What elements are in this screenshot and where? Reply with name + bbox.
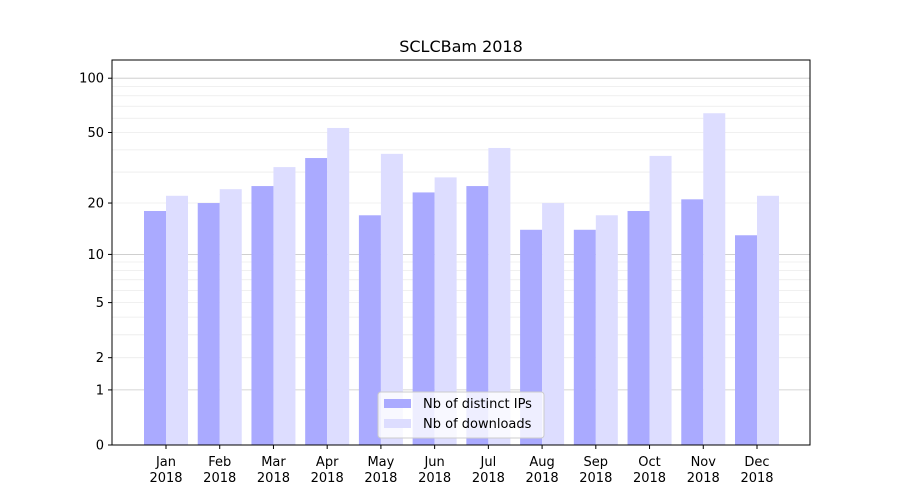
x-tick-label: Jan 2018 xyxy=(149,455,182,486)
x-tick-label: Jul 2018 xyxy=(472,455,505,486)
x-tick-label: Apr 2018 xyxy=(311,455,344,486)
x-tick-label: May 2018 xyxy=(364,455,397,486)
bar-distinct-ips xyxy=(358,215,381,445)
x-tick-label: Dec 2018 xyxy=(740,455,773,486)
plot-frame xyxy=(111,59,811,446)
bar-distinct-ips xyxy=(251,186,274,445)
legend-swatch xyxy=(384,419,411,428)
y-tick-label: 100 xyxy=(79,72,104,87)
bar-downloads xyxy=(703,113,726,446)
bar-downloads xyxy=(380,153,403,445)
bar-downloads xyxy=(488,147,511,445)
x-tick-label: Jun 2018 xyxy=(418,455,451,486)
y-tick-label: 10 xyxy=(87,248,104,263)
bar-downloads xyxy=(166,195,188,445)
bar-distinct-ips xyxy=(305,158,328,445)
bar-distinct-ips xyxy=(681,199,704,445)
y-tick-label: 50 xyxy=(87,126,104,141)
bar-downloads xyxy=(327,127,350,446)
x-tick-label: Nov 2018 xyxy=(687,455,720,486)
bar-downloads xyxy=(649,155,672,445)
bar-distinct-ips xyxy=(144,210,166,445)
chart-title: SCLCBam 2018 xyxy=(399,37,523,56)
bar-downloads xyxy=(595,215,618,445)
bar-distinct-ips xyxy=(573,229,596,445)
legend: Nb of distinct IPs Nb of downloads xyxy=(377,391,545,439)
x-tick-label: Oct 2018 xyxy=(633,455,666,486)
bar-downloads xyxy=(542,203,565,445)
bar-distinct-ips xyxy=(735,235,757,445)
bar-distinct-ips xyxy=(520,229,543,445)
y-tick-label: 1 xyxy=(96,383,104,398)
bar-downloads xyxy=(273,167,296,446)
legend-label: Nb of distinct IPs xyxy=(423,397,532,412)
bar-distinct-ips xyxy=(412,192,435,445)
bar-downloads xyxy=(434,177,457,445)
bar-distinct-ips xyxy=(197,203,220,445)
y-tick-label: 0 xyxy=(96,439,104,454)
bar-distinct-ips xyxy=(466,186,489,445)
y-tick-label: 2 xyxy=(96,351,104,366)
bar-downloads xyxy=(219,189,242,445)
legend-swatch xyxy=(384,399,411,408)
x-tick-label: Mar 2018 xyxy=(257,455,290,486)
y-tick-label: 5 xyxy=(96,296,104,311)
x-tick-label: Feb 2018 xyxy=(203,455,236,486)
legend-label: Nb of downloads xyxy=(423,417,532,432)
bar-downloads xyxy=(757,195,779,445)
bar-distinct-ips xyxy=(627,210,650,445)
x-tick-label: Aug 2018 xyxy=(526,455,559,486)
x-tick-label: Sep 2018 xyxy=(579,455,612,486)
y-tick-label: 20 xyxy=(87,197,104,212)
